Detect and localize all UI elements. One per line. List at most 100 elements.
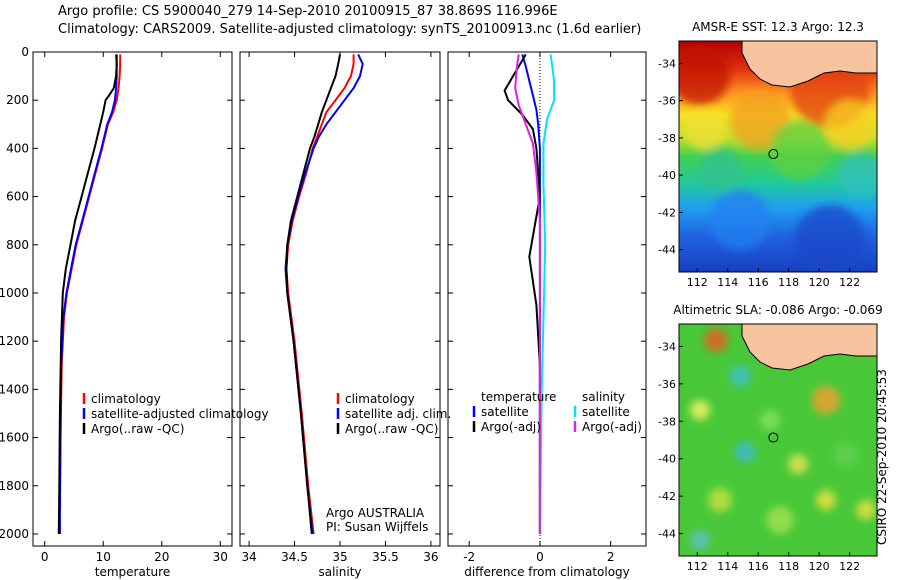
sla-map-ytick-label: -40 — [658, 453, 676, 466]
diff-legend-temperature-title: temperature — [481, 390, 556, 404]
sst-map-xtick-label: 112 — [687, 276, 708, 289]
sla-map-argo-marker — [768, 432, 779, 443]
diff-legend-temp-argo-label: Argo(-adj) — [481, 420, 541, 434]
sla-eddy — [788, 454, 808, 474]
sst-map-ytick-label: -42 — [658, 206, 676, 219]
sla-map-xtick-label: 114 — [717, 560, 738, 573]
salinity-series-argo-raw-qc- — [285, 54, 341, 535]
difference-xtick-label: 2 — [607, 550, 615, 564]
sst-map-field — [679, 41, 877, 272]
diff-legend-sal-argo-label: Argo(-adj) — [582, 420, 642, 434]
sla-eddy — [735, 442, 755, 462]
sla-eddy — [766, 506, 794, 534]
header-line-1: Argo profile: CS 5900040_279 14-Sep-2010… — [58, 4, 558, 19]
temp-legend-satellite-label: satellite-adjusted climatology — [91, 407, 269, 421]
sla-eddy — [834, 443, 858, 467]
sla-map-ytick-label: -38 — [658, 415, 676, 428]
temp-legend-argo-label: Argo(..raw -QC) — [91, 422, 184, 436]
sst-map-land — [741, 41, 877, 88]
sst-eddy — [770, 120, 830, 180]
depth-tick-label: 1000 — [0, 286, 29, 300]
depth-tick-label: 400 — [6, 141, 29, 155]
sst-map-frame — [678, 40, 878, 273]
sla-eddy — [690, 530, 710, 550]
sla-eddy — [760, 410, 780, 430]
sal-legend-climatology-label: climatology — [345, 392, 415, 406]
sst-eddy — [838, 153, 877, 197]
sal-legend-satellite-label: satellite adj. clim. — [345, 407, 451, 421]
sla-map-field — [679, 324, 877, 556]
sla-eddy — [729, 365, 751, 387]
difference-xtick-label: -2 — [463, 550, 475, 564]
salinity-xtick-label: 34.5 — [281, 550, 308, 564]
sst-eddy — [710, 190, 770, 250]
sst-eddy — [679, 45, 730, 105]
sla-map-ytick-label: -34 — [658, 340, 676, 353]
sla-map-xtick-label: 118 — [778, 560, 799, 573]
sst-eddy — [825, 100, 875, 150]
difference-plot-frame — [447, 51, 647, 547]
depth-tick-label: 600 — [6, 190, 29, 204]
sla-map-ytick-label: -36 — [658, 378, 676, 391]
diff-legend-temp-satellite-label: satellite — [481, 405, 529, 419]
sst-map-ytick-label: -38 — [658, 132, 676, 145]
temperature-xtick-label: 0 — [41, 550, 49, 564]
salinity-xtick-label: 35 — [332, 550, 347, 564]
temperature-xtick-label: 30 — [213, 550, 228, 564]
sla-eddy — [812, 386, 840, 414]
depth-tick-label: 200 — [6, 93, 29, 107]
sla-eddy — [704, 328, 728, 352]
pi-annotation: PI: Susan Wijffels — [326, 520, 428, 534]
sst-map-ytick-label: -44 — [658, 244, 676, 257]
sla-map-ytick-label: -42 — [658, 490, 676, 503]
salinity-xtick-label: 34 — [241, 550, 256, 564]
sla-eddy — [708, 488, 732, 512]
sla-map-title: Altimetric SLA: -0.086 Argo: -0.069 — [673, 303, 882, 317]
sla-map-xtick-label: 120 — [809, 560, 830, 573]
sla-map-ytick-label: -44 — [658, 528, 676, 541]
temperature-xtick-label: 10 — [96, 550, 111, 564]
sla-map-xtick-label: 112 — [687, 560, 708, 573]
sla-eddy — [856, 500, 876, 520]
sal-legend-argo-label: Argo(..raw -QC) — [345, 422, 438, 436]
salinity-xtick-label: 35.5 — [372, 550, 399, 564]
salinity-xlabel: salinity — [318, 565, 361, 579]
depth-tick-label: 1800 — [0, 479, 29, 493]
depth-tick-label: 0 — [21, 45, 29, 59]
credit-label: CSIRO 22-Sep-2010 20:45:53 — [875, 369, 889, 545]
difference-series-temperature-argo-adj- — [503, 53, 541, 534]
sst-map-ytick-label: -34 — [658, 57, 676, 70]
difference-series-salinity-satellite — [538, 54, 556, 535]
sst-eddy — [795, 205, 865, 272]
depth-tick-label: 1400 — [0, 382, 29, 396]
sla-map-frame — [678, 323, 878, 557]
sst-map-ytick-label: -36 — [658, 95, 676, 108]
temperature-series-argo-raw-qc- — [57, 54, 118, 535]
depth-tick-label: 2000 — [0, 527, 29, 541]
sla-map-xtick-label: 122 — [839, 560, 860, 573]
sst-map-xtick-label: 116 — [748, 276, 769, 289]
depth-tick-label: 1600 — [0, 431, 29, 445]
depth-tick-label: 800 — [6, 238, 29, 252]
sla-eddies — [690, 328, 876, 550]
sst-map-xtick-label: 114 — [717, 276, 738, 289]
temp-legend-climatology-label: climatology — [91, 392, 161, 406]
diff-legend-salinity-title: salinity — [582, 390, 625, 404]
sla-map-land — [741, 324, 877, 371]
sla-eddy — [690, 400, 710, 420]
sst-eddies — [679, 45, 877, 272]
temperature-xtick-label: 20 — [154, 550, 169, 564]
sst-eddy — [698, 148, 742, 192]
sst-map-argo-marker — [768, 149, 779, 160]
sla-map-xtick-label: 116 — [748, 560, 769, 573]
diff-legend-sal-satellite-label: satellite — [582, 405, 630, 419]
header-line-2: Climatology: CARS2009. Satellite-adjuste… — [58, 22, 642, 37]
salinity-plot-frame — [239, 51, 441, 547]
temperature-xlabel: temperature — [95, 565, 170, 579]
difference-xlabel: difference from climatology — [464, 565, 630, 579]
sst-eddy — [685, 110, 725, 150]
sst-map-xtick-label: 118 — [778, 276, 799, 289]
sst-map-title: AMSR-E SST: 12.3 Argo: 12.3 — [692, 20, 864, 34]
argo-australia-annotation: Argo AUSTRALIA — [326, 506, 425, 520]
